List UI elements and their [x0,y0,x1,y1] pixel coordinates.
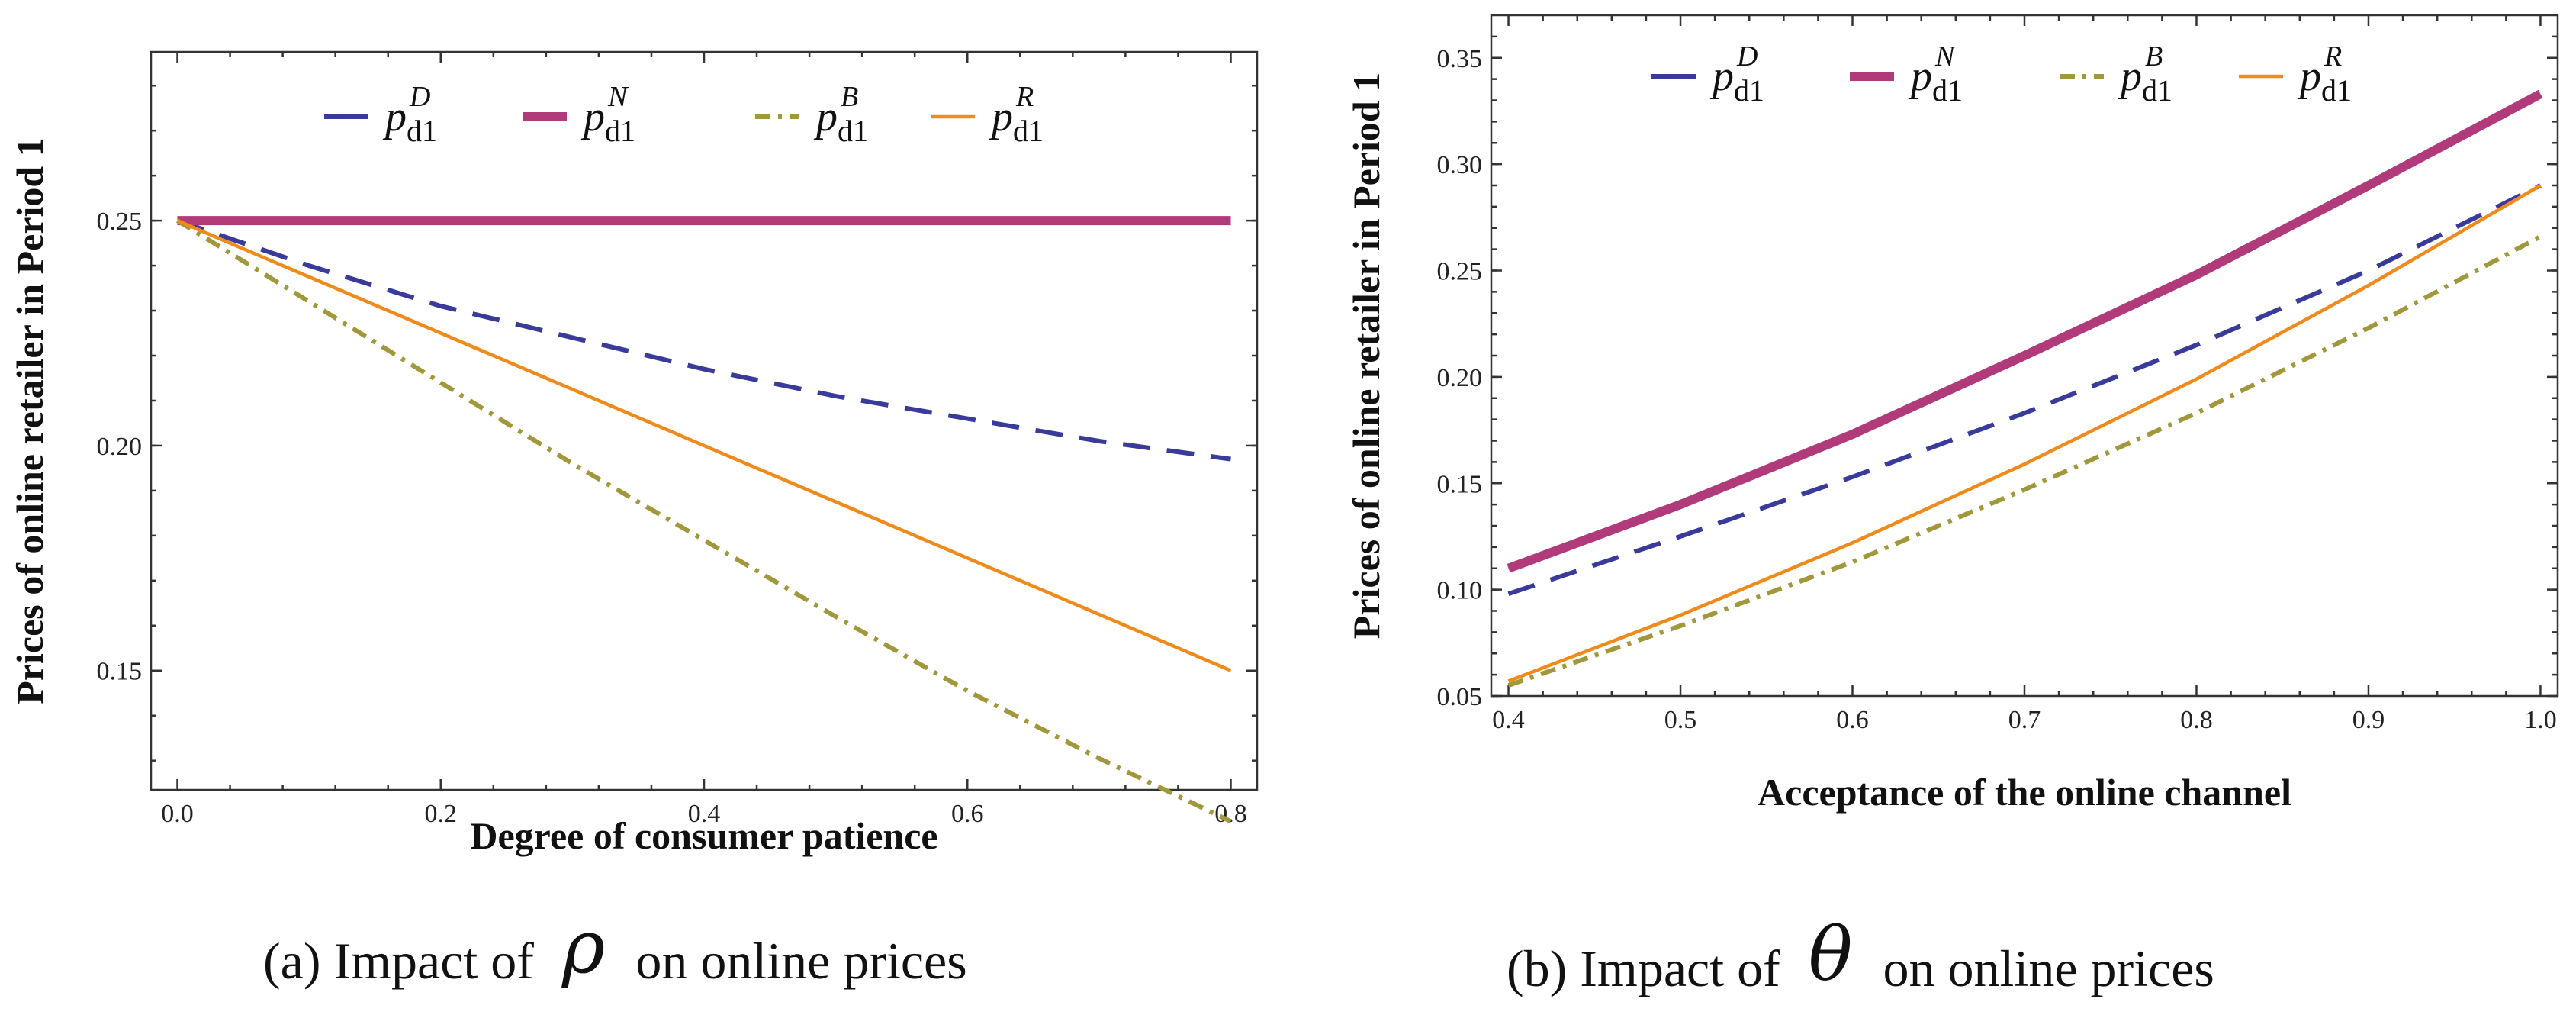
x-axis-title: Degree of consumer patience [470,814,937,857]
series-line-R [1507,184,2542,683]
x-tick-label: 0.4 [688,800,721,828]
series-line-D [1507,183,2542,597]
legend-label-N: pd1 [580,93,635,148]
legend-sup-R: R [1015,81,1034,113]
x-tick-label: 0.5 [1664,706,1697,734]
x-tick-label: 0.6 [1836,706,1869,734]
plot-frame [150,50,1259,791]
legend-sup-B: B [2145,40,2163,72]
x-tick-label: 0.6 [951,800,984,828]
figure-caption: (b) Impact of θ on online prices [1507,912,2214,997]
y-axis-title: Prices of online retailer in Period 1 [8,137,51,704]
legend-sup-R: R [2324,40,2342,72]
x-tick-label: 0.8 [1214,800,1247,828]
legend-label-N: pd1 [1908,53,1963,108]
legend-label-B: pd1 [2118,53,2172,108]
y-tick-label: 0.15 [1437,470,1483,498]
figure-caption: (a) Impact of ρ on online prices [263,904,967,990]
x-tick-label: 0.8 [2180,706,2213,734]
legend-label-D: pd1 [382,93,437,148]
y-tick-label: 0.35 [1437,45,1483,73]
y-tick-label: 0.25 [97,208,143,236]
chart-panel-b: 0.4 0.5 0.6 0.7 0.8 0.9 1.0 0.05 0.10 0.15 0.20 0.2… [1345,14,2559,997]
y-tick-label: 0.05 [1437,683,1483,711]
legend-sup-N: N [1934,40,1957,72]
series-line-R [176,219,1232,672]
legend-sup-D: D [1736,40,1758,72]
y-axis-title: Prices of online retailer in Period 1 [1345,72,1388,639]
legend-sup-N: N [607,81,629,113]
y-tick-label: 0.20 [97,433,143,461]
series-line-D [176,218,1231,462]
series-line-N [1507,89,2543,573]
x-tick-label: 0.2 [425,800,458,828]
legend-label-B: pd1 [813,93,868,148]
y-tick-label: 0.10 [1437,577,1483,605]
y-tick-label: 0.30 [1437,151,1483,179]
x-tick-label: 0.0 [161,800,194,828]
y-tick-label: 0.25 [1437,258,1483,286]
y-tick-label: 0.20 [1437,364,1483,392]
x-tick-label: 1.0 [2524,706,2557,734]
x-axis-title: Acceptance of the online channel [1758,771,2291,814]
legend-sup-B: B [841,81,858,113]
series-line-B [175,218,1232,824]
legend-label-R: pd1 [2297,53,2352,108]
legend-label-R: pd1 [989,93,1044,148]
x-tick-label: 0.4 [1492,706,1525,734]
x-tick-label: 0.9 [2352,706,2385,734]
series-line-B [1507,234,2542,688]
x-tick-label: 0.7 [2008,706,2041,734]
legend-label-D: pd1 [1709,53,1764,108]
legend-sup-D: D [409,81,430,113]
y-tick-label: 0.15 [97,658,143,686]
